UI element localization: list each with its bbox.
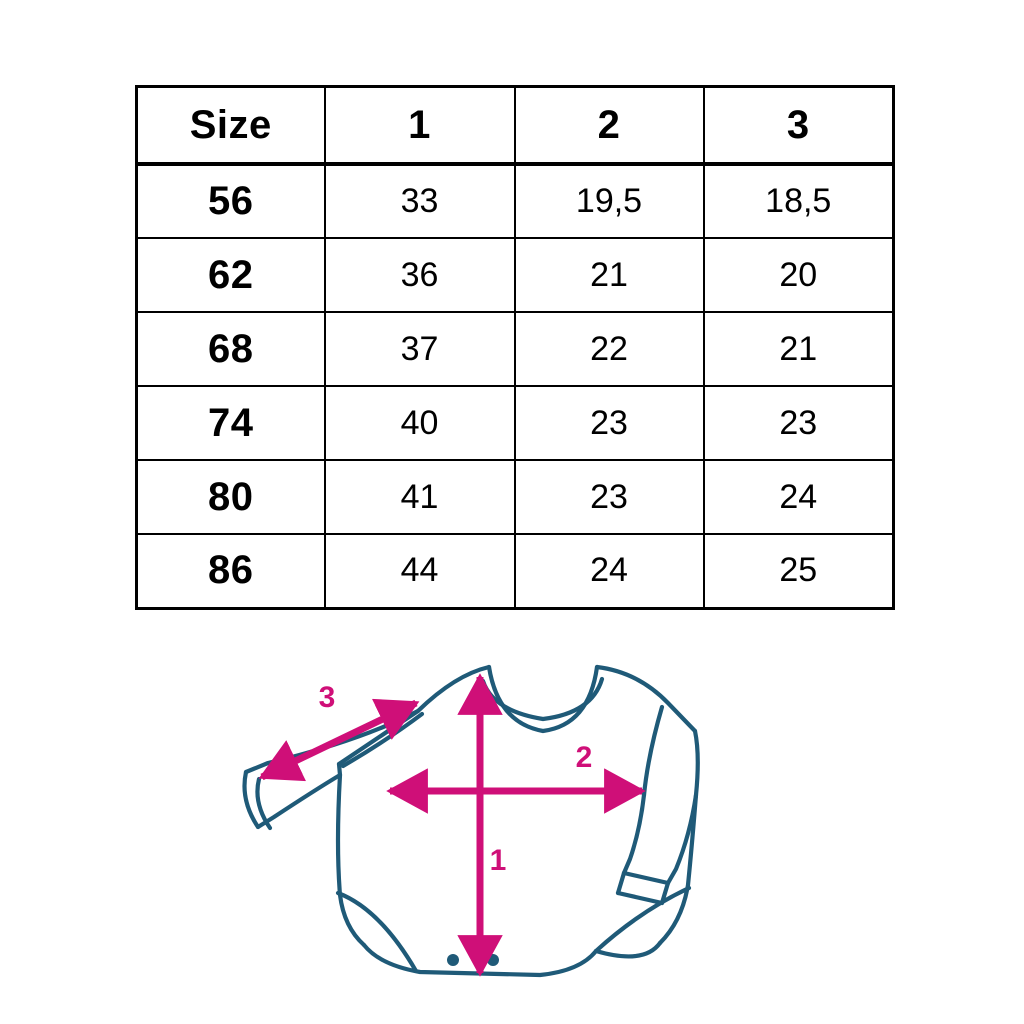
cell-measure-3: 20 xyxy=(702,237,895,313)
garment-measurement-diagram: 1 2 3 xyxy=(240,645,740,1005)
column-header-3: 3 xyxy=(702,85,895,166)
measure-arrow-sleeve-length xyxy=(258,698,420,782)
measure-label-length: 1 xyxy=(490,844,507,877)
table-row: 86 44 24 25 xyxy=(135,533,895,609)
cell-measure-3: 23 xyxy=(702,385,895,461)
measure-label-sleeve-length: 3 xyxy=(319,681,336,714)
column-header-size: Size xyxy=(135,85,326,166)
cell-measure-1: 37 xyxy=(323,311,516,387)
cell-measure-1: 33 xyxy=(323,163,516,239)
table-row: 56 33 19,5 18,5 xyxy=(135,163,895,239)
row-header-size: 56 xyxy=(135,163,326,239)
snap-button-icon xyxy=(447,954,459,966)
table-row: 62 36 21 20 xyxy=(135,237,895,313)
table-row: 68 37 22 21 xyxy=(135,311,895,387)
cell-measure-1: 36 xyxy=(323,237,516,313)
cell-measure-1: 41 xyxy=(323,459,516,535)
measure-label-chest-width: 2 xyxy=(576,741,593,774)
size-table-container: Size 1 2 3 56 33 19,5 18,5 62 36 21 20 xyxy=(135,85,895,610)
cell-measure-3: 21 xyxy=(702,311,895,387)
row-header-size: 68 xyxy=(135,311,326,387)
table-row: 80 41 23 24 xyxy=(135,459,895,535)
cell-measure-2: 23 xyxy=(513,459,705,535)
cell-measure-3: 24 xyxy=(702,459,895,535)
row-header-size: 80 xyxy=(135,459,326,535)
cell-measure-3: 18,5 xyxy=(702,163,895,239)
row-header-size: 62 xyxy=(135,237,326,313)
cell-measure-2: 24 xyxy=(513,533,705,609)
column-header-2: 2 xyxy=(513,85,705,166)
cell-measure-2: 21 xyxy=(513,237,705,313)
bodysuit-outline-icon xyxy=(242,664,700,978)
cell-measure-1: 40 xyxy=(323,385,516,461)
snap-button-icon xyxy=(487,954,499,966)
row-header-size: 86 xyxy=(135,533,326,609)
cell-measure-2: 23 xyxy=(513,385,705,461)
table-header-row: Size 1 2 3 xyxy=(135,85,895,166)
size-table: Size 1 2 3 56 33 19,5 18,5 62 36 21 20 xyxy=(135,85,895,610)
table-row: 74 40 23 23 xyxy=(135,385,895,461)
column-header-1: 1 xyxy=(323,85,516,166)
cell-measure-2: 22 xyxy=(513,311,705,387)
cell-measure-2: 19,5 xyxy=(513,163,705,239)
cell-measure-1: 44 xyxy=(323,533,516,609)
cell-measure-3: 25 xyxy=(702,533,895,609)
row-header-size: 74 xyxy=(135,385,326,461)
